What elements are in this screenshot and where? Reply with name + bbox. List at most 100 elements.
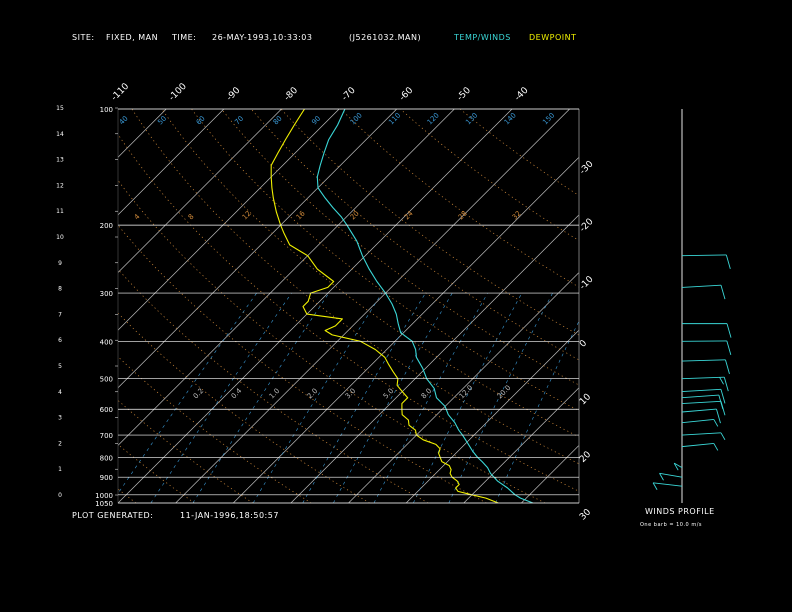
- plot-frame: [117, 108, 580, 504]
- dry-adiabat-line: [118, 356, 312, 503]
- wind-barb-staff: [681, 376, 725, 380]
- temperature-tick-label: -40: [513, 85, 531, 103]
- isotherm-line: [118, 109, 225, 216]
- temperature-tick-label: -50: [455, 85, 473, 103]
- isotherm-line: [521, 444, 579, 503]
- temperature-tick-label: 20: [578, 450, 593, 465]
- temperature-tick-label: -20: [578, 217, 596, 235]
- height-tick-label: 3: [58, 415, 62, 422]
- dry-adiabat-line: [118, 179, 546, 503]
- wind-barb-feather: [720, 285, 726, 300]
- time-value: 26-MAY-1993,10:33:03: [212, 33, 313, 42]
- theta-e-label: 12: [241, 209, 253, 221]
- wind-barb-staff: [681, 359, 726, 362]
- height-tick-label: 1: [58, 466, 62, 473]
- mixing-ratio-line: [252, 292, 383, 503]
- dry-adiabat-line: [118, 399, 254, 503]
- theta-label: 80: [272, 114, 284, 126]
- mixing-ratio-label: 12.0: [458, 384, 475, 401]
- theta-label: 40: [118, 114, 130, 126]
- mixing-ratio-label: 1.0: [268, 387, 282, 401]
- wind-barb-staff: [681, 400, 721, 404]
- wind-barb-feather: [725, 359, 730, 374]
- pressure-tick-label: 200: [100, 222, 113, 230]
- wind-barb-feather: [725, 254, 731, 270]
- theta-e-label: 4: [133, 212, 142, 221]
- plot-generated-label: PLOT GENERATED:: [72, 511, 154, 520]
- pressure-tick-label: 1050: [95, 500, 113, 508]
- isotherm-line: [0, 109, 109, 503]
- mixing-ratio-label: 0.4: [230, 386, 244, 400]
- wind-barb-feather: [720, 432, 726, 441]
- height-tick-label: 4: [58, 389, 62, 396]
- wind-barb-staff: [653, 482, 683, 487]
- dry-adiabat-line: [118, 224, 487, 503]
- theta-e-label: 32: [511, 209, 523, 221]
- wind-barb-feather: [726, 323, 732, 338]
- theta-label: 120: [426, 111, 441, 126]
- temperature-tick-label: -90: [225, 85, 243, 103]
- mixing-ratio-label: 0.2: [192, 387, 206, 401]
- wind-barb-feather: [652, 482, 658, 491]
- height-tick-label: 2: [58, 440, 62, 447]
- wind-barb-feather: [716, 408, 721, 424]
- wind-barb-feather: [673, 462, 679, 471]
- mixing-ratio-line: [495, 320, 579, 503]
- wind-barb-feather: [723, 377, 729, 392]
- wind-barb-feather: [719, 377, 724, 385]
- pressure-tick-label: 300: [100, 290, 113, 298]
- height-tick-label: 6: [58, 337, 62, 344]
- dry-adiabat-line: [118, 444, 195, 503]
- height-tick-label: 7: [58, 311, 62, 318]
- temperature-tick-label: 0: [578, 338, 589, 349]
- wind-barb-staff: [681, 254, 727, 257]
- temperature-tick-label: -100: [167, 81, 189, 103]
- height-tick-label: 5: [58, 363, 62, 370]
- temperature-profile-line: [316, 109, 534, 503]
- theta-label: 130: [464, 111, 479, 126]
- theta-label: 110: [387, 111, 402, 126]
- pressure-tick-label: 700: [100, 432, 113, 440]
- wind-barb-feather: [659, 473, 664, 481]
- theta-e-label: 20: [349, 209, 361, 221]
- theta-e-label: 16: [295, 209, 307, 221]
- wind-barb-staff: [681, 408, 717, 413]
- wind-barb-feather: [713, 419, 719, 427]
- dry-adiabat-line: [400, 109, 579, 242]
- height-tick-label: 14: [56, 131, 64, 138]
- isotherm-line: [0, 109, 51, 503]
- site-label: SITE:: [72, 33, 95, 42]
- pressure-tick-label: 500: [100, 376, 113, 384]
- temperature-tick-label: -30: [578, 159, 596, 177]
- plot-generated-value: 11-JAN-1996,18:50:57: [180, 511, 279, 520]
- theta-e-label: 8: [187, 213, 196, 222]
- isotherm-line: [463, 387, 579, 503]
- wind-barb-staff: [681, 284, 721, 288]
- height-tick-label: 13: [56, 157, 64, 164]
- temperature-tick-label: -60: [398, 85, 416, 103]
- mixing-ratio-line: [373, 292, 488, 503]
- height-tick-label: 12: [56, 182, 64, 189]
- dry-adiabat-line: [280, 109, 579, 336]
- theta-label: 140: [503, 111, 518, 126]
- isotherm-line: [290, 214, 579, 503]
- file-name: (J5261032.MAN): [349, 33, 422, 42]
- barb-scale-note: One barb = 10.0 m/s: [640, 522, 702, 528]
- isotherm-line: [118, 109, 167, 158]
- dry-adiabat-line: [161, 109, 579, 438]
- pressure-tick-label: 100: [100, 106, 113, 114]
- pressure-tick-label: 900: [100, 474, 113, 482]
- isotherm-line: [118, 109, 455, 446]
- dry-adiabat-line: [340, 109, 579, 288]
- isotherm-line: [233, 156, 579, 503]
- isotherm-line: [405, 329, 579, 503]
- mixing-ratio-label: 2.0: [306, 387, 320, 401]
- temperature-tick-label: -70: [340, 85, 358, 103]
- wind-barb-feather: [726, 340, 732, 356]
- height-tick-label: 0: [58, 492, 62, 499]
- temperature-tick-label: 30: [578, 507, 593, 522]
- dry-adiabat-line: [118, 268, 429, 503]
- dry-adiabat-line: [118, 312, 370, 503]
- temperature-tick-label: -110: [110, 81, 132, 103]
